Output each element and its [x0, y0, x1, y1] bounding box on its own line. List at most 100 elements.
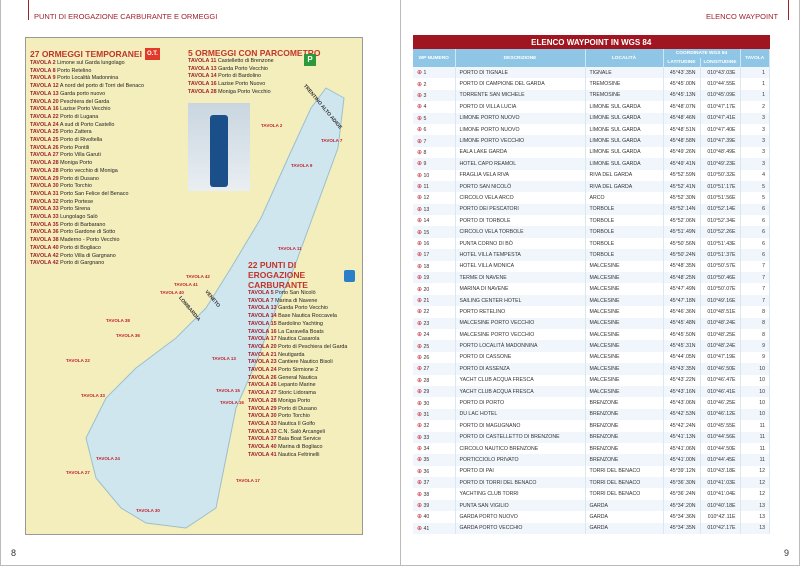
- header-rule: [28, 0, 29, 20]
- list-item: TAVOLA 5 Porto San Nicolò: [248, 290, 347, 298]
- place-name: Nautica Feltrinelli: [278, 451, 320, 458]
- list-item: TAVOLA 28 Moniga Porto Vecchio: [188, 89, 321, 97]
- tavola-ref: TAVOLA 20: [248, 343, 277, 350]
- waypoint-target-icon: ⊕: [417, 354, 423, 361]
- wp-number: 31: [423, 411, 430, 418]
- waypoint-target-icon: ⊕: [417, 423, 423, 430]
- wp-latitude: 45°42'.24N: [663, 420, 701, 432]
- col-lon: LONGITUDINE: [700, 58, 741, 67]
- place-name: Porto di Bardolino: [218, 73, 262, 80]
- wp-longitude: 010°51'.56E: [700, 192, 741, 204]
- wp-tavola: 9: [740, 351, 770, 364]
- wp-description: GARDA PORTO VECCHIO: [455, 522, 586, 535]
- table-row: ⊕ 13 PORTO DEI PESCATORI TORBOLE 45°52'.…: [413, 203, 770, 216]
- wp-locality: TORBOLE: [585, 237, 664, 250]
- wp-tavola: 6: [740, 215, 770, 227]
- wp-tavola: 2: [740, 101, 770, 113]
- tavola-ref: TAVOLA 26: [248, 382, 277, 389]
- wp-longitude: 010°47'.40E: [700, 123, 741, 136]
- wp-description: TORRENTE SAN MICHELE: [455, 89, 586, 102]
- list-title: 27 ORMEGGI TEMPORANEI: [30, 49, 142, 59]
- place-name: A nord del porto di Torri del Benaco: [59, 83, 144, 90]
- wp-locality: BRENZONE: [585, 442, 664, 455]
- wp-locality: LIMONE SUL GARDA: [585, 158, 664, 170]
- wp-longitude: 010°42'.17E: [700, 522, 741, 535]
- wp-locality: TIGNALE: [585, 67, 664, 79]
- place-name: General Nautica: [278, 374, 318, 381]
- wp-locality: LIMONE SUL GARDA: [585, 101, 664, 113]
- waypoint-target-icon: ⊕: [417, 332, 423, 339]
- wp-description: CIRCOLO VELA ARCO: [455, 192, 586, 204]
- wp-tavola: 12: [740, 465, 770, 478]
- wp-tavola: 11: [740, 454, 770, 466]
- waypoint-target-icon: ⊕: [417, 400, 423, 407]
- wp-latitude: 45°47'.49N: [663, 283, 701, 295]
- tavola-ref: TAVOLA 13: [188, 65, 217, 72]
- place-name: Marina di Bogliaco: [278, 444, 323, 451]
- waypoint-target-icon: ⊕: [417, 389, 423, 396]
- map-marker-label: TAVOLA 17: [236, 478, 260, 483]
- tavola-ref: TAVOLA 42: [30, 260, 59, 267]
- wp-latitude: 45°45'.13N: [663, 89, 701, 102]
- wp-locality: ARCO: [585, 192, 664, 204]
- list-item: TAVOLA 28 Porto vecchio di Moniga: [30, 168, 160, 176]
- page-number-right: 9: [784, 548, 790, 558]
- tavola-ref: TAVOLA 15: [248, 320, 277, 327]
- wp-longitude: 010°46'.50E: [700, 363, 741, 375]
- list-item: TAVOLA 25 Porto di Rivoltella: [30, 137, 160, 145]
- waypoint-target-icon: ⊕: [417, 149, 423, 156]
- waypoint-target-icon: ⊕: [417, 457, 423, 464]
- wp-longitude: 010°51'.43E: [700, 237, 741, 250]
- wp-number: 38: [423, 491, 430, 498]
- tavola-ref: TAVOLA 30: [248, 413, 277, 420]
- wp-latitude: 45°34'.20N: [663, 499, 701, 512]
- wp-description: CIRCOLO NAUTICO BRENZONE: [455, 442, 586, 455]
- waypoint-target-icon: ⊕: [417, 275, 423, 282]
- wp-longitude: 010°46'.25E: [700, 397, 741, 409]
- wp-latitude: 45°41'.13N: [663, 431, 701, 443]
- place-name: Porto Località Madonnina: [57, 75, 119, 82]
- wp-description: LIMONE PORTO NUOVO: [455, 112, 586, 124]
- map-marker-label: TAVOLA 22: [66, 358, 90, 363]
- tavola-ref: TAVOLA 24: [248, 367, 277, 374]
- wp-longitude: 010°48'.49E: [700, 146, 741, 159]
- waypoint-target-icon: ⊕: [417, 298, 423, 304]
- list-item: TAVOLA 14 Base Nautica Roccavela: [248, 313, 347, 321]
- wp-description: PORTO DEI PESCATORI: [455, 203, 586, 216]
- waypoint-target-icon: ⊕: [417, 491, 423, 498]
- wp-number: 37: [423, 480, 430, 487]
- wp-description: PORTO DI CASSONE: [455, 351, 586, 364]
- tavola-ref: TAVOLA 40: [30, 244, 59, 251]
- wp-description: YACHT CLUB ACQUA FRESCA: [455, 385, 586, 398]
- wp-description: PORTO LOCALITÀ MADONNINA: [455, 340, 586, 352]
- map-marker-label: TAVOLA 27: [66, 470, 90, 475]
- table-row: ⊕ 23 MALCESINE PORTO VECCHIO MALCESINE 4…: [413, 317, 770, 329]
- wp-description: PORTO DI CAMPIONE DEL GARDA: [455, 78, 586, 90]
- wp-description: EALA LAKE GARDA: [455, 146, 586, 159]
- tavola-ref: TAVOLA 27: [30, 152, 59, 159]
- wp-tavola: 13: [740, 511, 770, 523]
- wp-number: 18: [423, 263, 430, 270]
- waypoint-target-icon: ⊕: [417, 218, 423, 225]
- wp-description: YACHT CLUB ACQUA FRESCA: [455, 374, 586, 386]
- wp-number: 33: [423, 434, 430, 441]
- wp-locality: GARDA: [585, 499, 664, 512]
- wp-longitude: 010°52'.34E: [700, 215, 741, 227]
- place-name: Porto di Rivoltella: [60, 137, 103, 144]
- wp-latitude: 45°48'.46N: [663, 112, 701, 124]
- table-row: ⊕ 38 YACHTING CLUB TORRI TORRI DEL BENAC…: [413, 488, 770, 500]
- place-name: Porto Portese: [60, 198, 94, 205]
- tavola-ref: TAVOLA 33: [30, 206, 59, 213]
- list-item: TAVOLA 21 Neutigarda: [248, 352, 347, 360]
- table-row: ⊕ 11 PORTO SAN NICOLÒ RIVA DEL GARDA 45°…: [413, 180, 770, 193]
- place-name: A sud di Porto Castello: [59, 121, 115, 128]
- table-row: ⊕ 14 PORTO DI TORBOLE TORBOLE 45°52'.06N…: [413, 215, 770, 227]
- tavola-ref: TAVOLA 33: [248, 420, 277, 427]
- waypoint-target-icon: ⊕: [417, 343, 423, 350]
- list-item: TAVOLA 20 Peschiera del Garda: [30, 99, 160, 107]
- place-name: Garda Porto Vecchio: [278, 305, 328, 312]
- wp-longitude: 010°43'.18E: [700, 465, 741, 478]
- table-row: ⊕ 37 PORTO DI TORRI DEL BENACO TORRI DEL…: [413, 477, 770, 489]
- list-item: TAVOLA 36 Porto Gardone di Sotto: [30, 229, 160, 237]
- wp-locality: LIMONE SUL GARDA: [585, 123, 664, 136]
